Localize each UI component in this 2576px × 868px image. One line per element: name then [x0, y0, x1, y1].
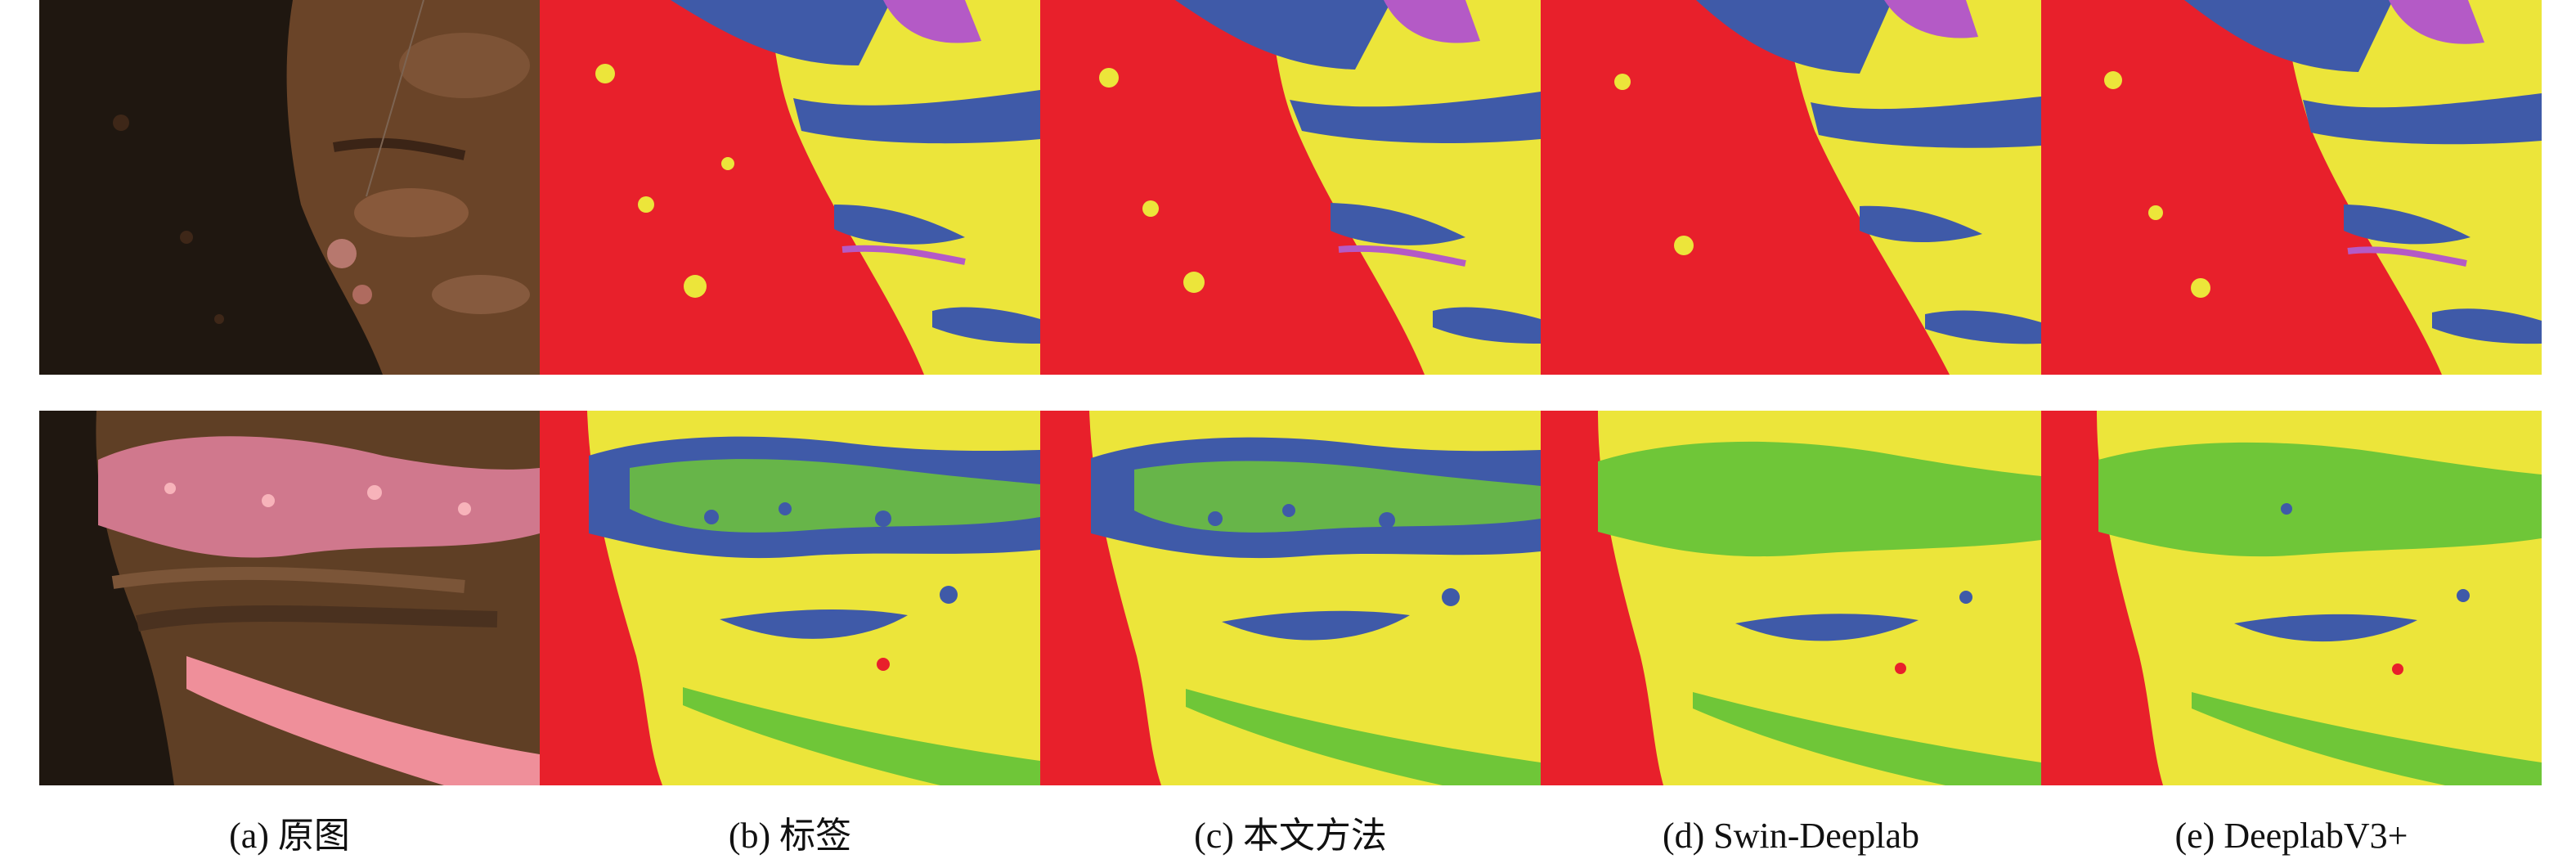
caption-original: (a) 原图 [229, 816, 350, 856]
figure-grid [39, 0, 2542, 785]
caption-label: (b) 标签 [728, 816, 852, 856]
row2-swin-deeplab-result [1541, 411, 2041, 785]
caption-swin-deeplab: (d) Swin-Deeplab [1662, 816, 1919, 856]
row1-deeplabv3-segmentation [2041, 0, 2542, 375]
caption-proposed-method: (c) 本文方法 [1194, 816, 1387, 856]
row2-deeplabv3-segmentation [2041, 411, 2542, 785]
row2-label-segmentation [540, 411, 1040, 785]
row2-proposed-segmentation [1040, 411, 1541, 785]
row2-label-map [540, 411, 1040, 785]
row1-original-photo [39, 0, 540, 375]
row1-proposed-method-result [1040, 0, 1541, 375]
caption-deeplabv3: (e) DeeplabV3+ [2174, 816, 2408, 856]
row1-proposed-segmentation [1040, 0, 1541, 375]
row2-proposed-method-result [1040, 411, 1541, 785]
row1-swin-segmentation [1541, 0, 2041, 375]
row2-original-image [39, 411, 540, 785]
row1-label-segmentation [540, 0, 1040, 375]
row2-original-photo [39, 411, 540, 785]
row2-deeplabv3-result [2041, 411, 2542, 785]
row1-original-image [39, 0, 540, 375]
row1-label-map [540, 0, 1040, 375]
row1-deeplabv3-result [2041, 0, 2542, 375]
row2-swin-segmentation [1541, 411, 2041, 785]
row1-swin-deeplab-result [1541, 0, 2041, 375]
